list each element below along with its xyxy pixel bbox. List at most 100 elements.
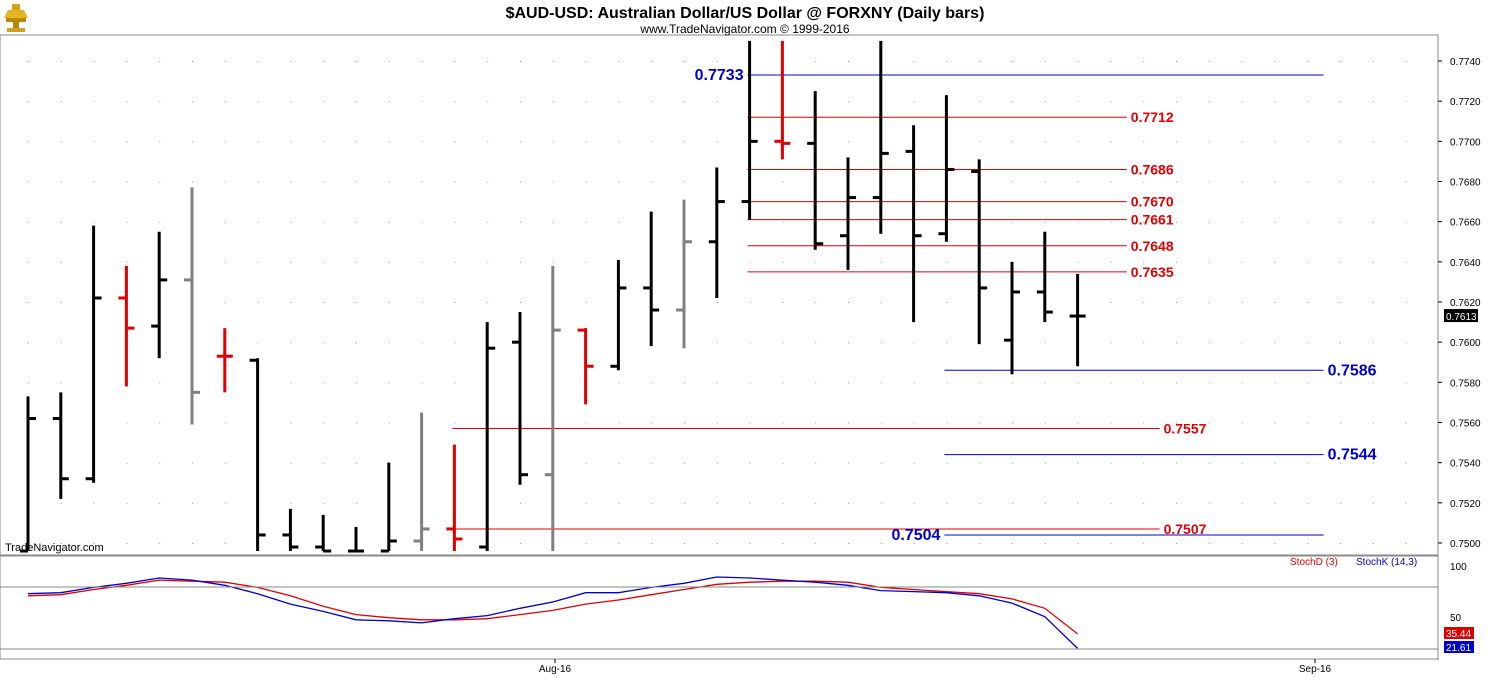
grid-dot	[1405, 221, 1407, 223]
level-label: 0.7544	[1328, 447, 1377, 464]
grid-dot	[782, 382, 784, 384]
grid-dot	[716, 462, 718, 464]
grid-dot	[1143, 261, 1145, 263]
grid-dot	[1405, 382, 1407, 384]
grid-dot	[159, 141, 161, 143]
grid-dot	[552, 141, 554, 143]
grid-dot	[257, 221, 259, 223]
x-label-sep: Sep-16	[1299, 664, 1332, 675]
grid-dot	[421, 61, 423, 62]
ohlc-bar	[216, 328, 233, 393]
grid-dot	[913, 382, 915, 384]
grid-dot	[1307, 462, 1309, 464]
grid-dot	[60, 61, 62, 62]
grid-dot	[946, 342, 948, 344]
grid-dot	[1241, 422, 1243, 424]
grid-dot	[1340, 382, 1341, 384]
grid-dot	[1340, 422, 1341, 424]
grid-dot	[1143, 502, 1145, 504]
grid-dot	[782, 221, 784, 223]
grid-dot	[782, 543, 784, 544]
grid-dot	[1307, 221, 1309, 223]
ohlc-bar	[971, 159, 988, 345]
grid-dot	[1208, 261, 1210, 263]
grid-dot	[1241, 261, 1243, 263]
grid-dot	[1307, 422, 1309, 424]
grid-dot	[1274, 462, 1276, 464]
grid-dot	[520, 181, 521, 183]
grid-dot	[290, 141, 292, 143]
grid-dot	[1012, 543, 1013, 544]
grid-dot	[290, 61, 292, 62]
last-price-tag: 0.7613	[1444, 309, 1478, 323]
grid-dot	[159, 502, 161, 504]
grid-dot	[651, 181, 653, 183]
ohlc-bar	[544, 265, 561, 552]
grid-dot	[28, 141, 29, 143]
grid-dot	[290, 422, 292, 424]
y-tick-label: 0.7500	[1450, 539, 1481, 550]
grid-dot	[1176, 181, 1177, 183]
grid-dot	[552, 61, 554, 62]
grid-dot	[323, 422, 325, 424]
grid-dot	[192, 101, 193, 103]
price-panel-frame	[0, 34, 1439, 556]
ohlc-bar	[282, 508, 299, 552]
stoch-series-line	[27, 579, 1078, 635]
grid-dot	[782, 302, 784, 303]
grid-dot	[1176, 462, 1177, 464]
ohlc-bar	[1036, 231, 1053, 323]
grid-dot	[1241, 543, 1243, 544]
grid-dot	[356, 382, 357, 384]
grid-dot	[880, 462, 882, 464]
grid-dot	[1143, 101, 1145, 103]
grid-dot	[224, 543, 226, 544]
ohlc-bar	[348, 526, 364, 553]
grid-dot	[356, 221, 357, 223]
grid-dot	[1110, 543, 1112, 544]
grid-dot	[1372, 101, 1374, 103]
ohlc-bar	[676, 199, 692, 349]
grid-dot	[93, 141, 95, 143]
grid-dot	[815, 382, 817, 384]
grid-dot	[1110, 181, 1112, 183]
grid-dot	[684, 61, 685, 62]
grid-dot	[192, 181, 193, 183]
grid-dot	[684, 502, 685, 504]
grid-dot	[913, 502, 915, 504]
grid-dot	[388, 422, 390, 424]
ohlc-bar	[85, 225, 102, 483]
grid-dot	[1405, 141, 1407, 143]
grid-dot	[880, 342, 882, 344]
grid-dot	[946, 502, 948, 504]
level-label: 0.7670	[1131, 194, 1174, 210]
grid-dot	[1372, 462, 1374, 464]
grid-dot	[1372, 181, 1374, 183]
grid-dot	[1208, 342, 1210, 344]
grid-dot	[192, 61, 193, 62]
grid-dot	[520, 61, 521, 62]
grid-dot	[1143, 422, 1145, 424]
grid-dot	[487, 141, 489, 143]
grid-dot	[421, 261, 423, 263]
grid-dot	[1044, 141, 1046, 143]
grid-dot	[192, 543, 193, 544]
grid-dot	[60, 221, 62, 223]
stochd-value-tag: 35.44	[1444, 627, 1474, 640]
grid-dot	[1110, 61, 1112, 62]
grid-dot	[1208, 462, 1210, 464]
grid-dot	[126, 462, 128, 464]
grid-dot	[782, 181, 784, 183]
grid-dot	[290, 101, 292, 103]
y-tick-label: 0.7540	[1450, 459, 1481, 470]
grid-dot	[1405, 261, 1407, 263]
grid-dot	[1274, 543, 1276, 544]
grid-dot	[1372, 61, 1374, 62]
grid-dot	[356, 502, 357, 504]
grid-dot	[126, 181, 128, 183]
ohlc-bar	[774, 40, 791, 160]
legend-stochk: StochK (14,3)	[1356, 557, 1417, 568]
grid-dot	[28, 342, 29, 344]
grid-dot	[1405, 422, 1407, 424]
grid-dot	[1307, 181, 1309, 183]
